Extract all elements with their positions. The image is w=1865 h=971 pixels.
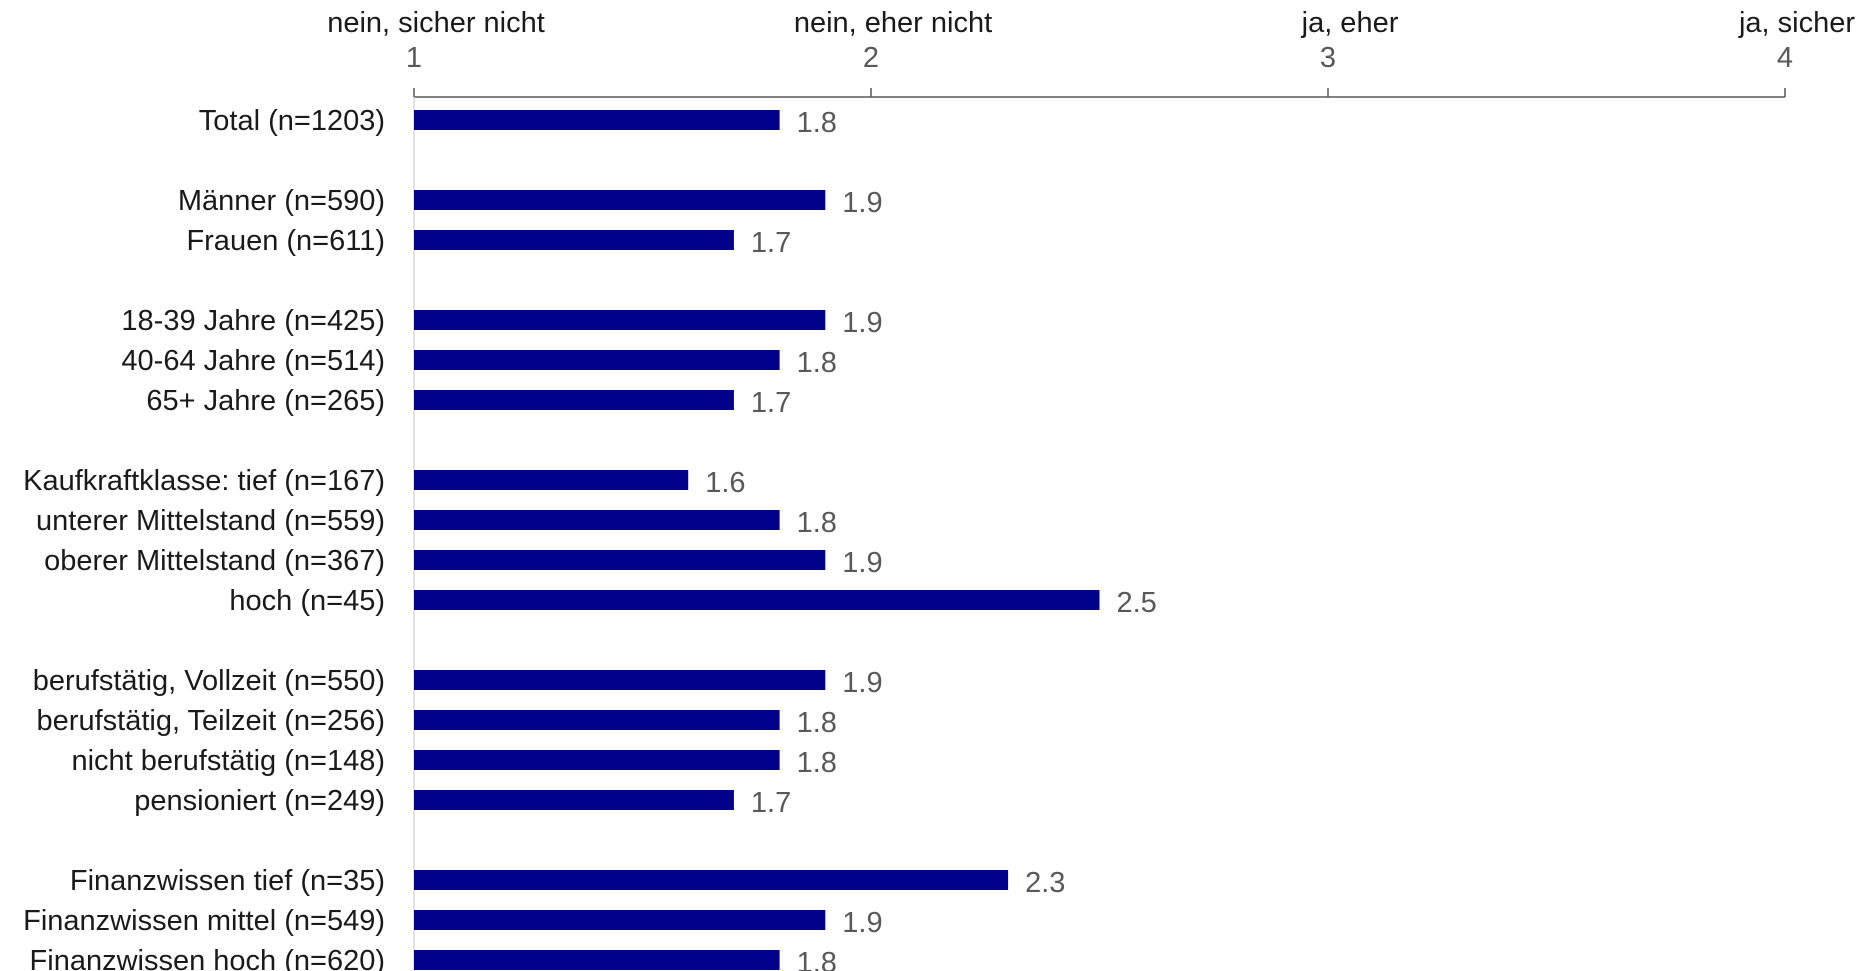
bar bbox=[414, 390, 734, 410]
data-label: 1.8 bbox=[797, 107, 837, 139]
data-label: 2.3 bbox=[1025, 867, 1065, 899]
category-label: 40-64 Jahre (n=514) bbox=[121, 345, 385, 377]
category-label: berufstätig, Vollzeit (n=550) bbox=[33, 665, 385, 697]
x-tick-label: 3 bbox=[1320, 42, 1336, 74]
category-label: pensioniert (n=249) bbox=[134, 785, 385, 817]
data-label: 1.9 bbox=[842, 907, 882, 939]
x-tick-label: 2 bbox=[863, 42, 879, 74]
bar bbox=[414, 110, 780, 130]
bar bbox=[414, 670, 826, 690]
category-label: 18-39 Jahre (n=425) bbox=[121, 305, 385, 337]
data-label: 1.8 bbox=[797, 347, 837, 379]
bars: Total (n=1203) 1.8 Männer (n=590) 1.9 Frauen… bbox=[23, 105, 1157, 971]
bar bbox=[414, 510, 780, 530]
data-label: 1.6 bbox=[705, 467, 745, 499]
category-label: oberer Mittelstand (n=367) bbox=[44, 545, 385, 577]
scale-label: nein, sicher nicht bbox=[327, 7, 545, 39]
category-label: unterer Mittelstand (n=559) bbox=[36, 505, 385, 537]
data-label: 1.9 bbox=[842, 307, 882, 339]
category-label: Kaufkraftklasse: tief (n=167) bbox=[23, 465, 385, 497]
category-label: 65+ Jahre (n=265) bbox=[146, 385, 385, 417]
bar bbox=[414, 470, 689, 490]
category-label: Männer (n=590) bbox=[178, 185, 385, 217]
category-label: Total (n=1203) bbox=[199, 105, 385, 137]
bar bbox=[414, 190, 826, 210]
category-label: berufstätig, Teilzeit (n=256) bbox=[37, 705, 385, 737]
x-tick-label: 4 bbox=[1777, 42, 1793, 74]
data-label: 1.8 bbox=[797, 747, 837, 779]
bar bbox=[414, 350, 780, 370]
bar bbox=[414, 790, 734, 810]
bar bbox=[414, 590, 1100, 610]
bar bbox=[414, 710, 780, 730]
scale-label: nein, eher nicht bbox=[794, 7, 992, 39]
bar bbox=[414, 550, 826, 570]
data-label: 1.7 bbox=[751, 227, 791, 259]
bar bbox=[414, 910, 826, 930]
x-tick-label: 1 bbox=[406, 42, 422, 74]
category-label: Finanzwissen tief (n=35) bbox=[70, 865, 385, 897]
bar bbox=[414, 950, 780, 970]
bar bbox=[414, 750, 780, 770]
data-label: 1.7 bbox=[751, 787, 791, 819]
data-label: 1.8 bbox=[797, 507, 837, 539]
category-label: Frauen (n=611) bbox=[186, 225, 385, 257]
category-label: hoch (n=45) bbox=[229, 585, 385, 617]
data-label: 1.7 bbox=[751, 387, 791, 419]
category-label: Finanzwissen hoch (n=620) bbox=[30, 945, 385, 971]
category-label: Finanzwissen mittel (n=549) bbox=[23, 905, 385, 937]
data-label: 1.9 bbox=[842, 187, 882, 219]
bar bbox=[414, 870, 1009, 890]
data-label: 1.8 bbox=[797, 947, 837, 971]
category-label: nicht berufstätig (n=148) bbox=[71, 745, 385, 777]
data-label: 1.9 bbox=[842, 667, 882, 699]
bar bbox=[414, 230, 734, 250]
bar bbox=[414, 310, 826, 330]
scale-label: ja, sicher bbox=[1738, 7, 1855, 39]
data-label: 1.8 bbox=[797, 707, 837, 739]
data-label: 1.9 bbox=[842, 547, 882, 579]
data-label: 2.5 bbox=[1117, 587, 1157, 619]
scale-label: ja, eher bbox=[1301, 7, 1399, 39]
